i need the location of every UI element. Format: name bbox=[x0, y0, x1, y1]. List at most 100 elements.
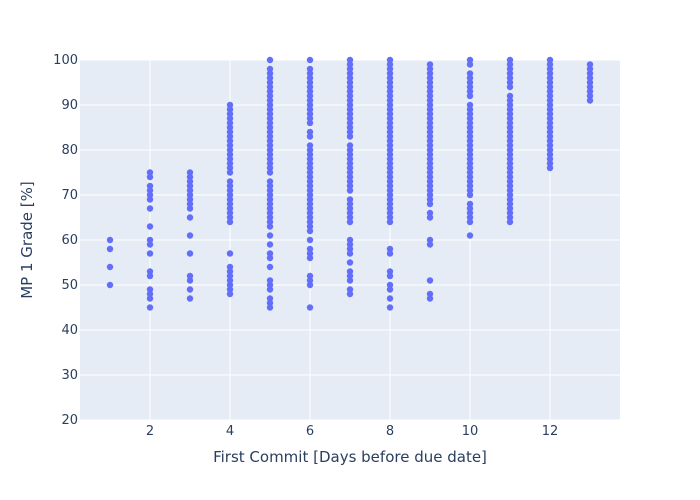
scatter-point bbox=[346, 83, 354, 91]
scatter-point bbox=[426, 209, 434, 217]
scatter-point bbox=[426, 173, 434, 181]
scatter-point bbox=[306, 119, 314, 127]
scatter-point bbox=[506, 169, 514, 176]
scatter-point bbox=[466, 182, 474, 190]
scatter-point bbox=[466, 173, 474, 181]
scatter-point bbox=[226, 133, 234, 140]
scatter-point bbox=[346, 277, 354, 284]
scatter-point bbox=[266, 142, 274, 149]
scatter-point bbox=[386, 214, 394, 221]
scatter-point bbox=[466, 70, 474, 77]
scatter-point bbox=[346, 119, 354, 127]
scatter-point bbox=[306, 106, 314, 113]
y-tick-label: 40 bbox=[61, 323, 78, 338]
scatter-point bbox=[306, 115, 314, 122]
scatter-point bbox=[386, 83, 394, 91]
x-tick-label: 4 bbox=[226, 424, 234, 439]
scatter-point bbox=[146, 173, 154, 181]
scatter-point bbox=[506, 151, 514, 158]
scatter-point bbox=[426, 277, 434, 284]
scatter-point bbox=[546, 92, 554, 100]
scatter-point bbox=[146, 196, 154, 203]
scatter-point bbox=[546, 101, 554, 109]
scatter-point bbox=[426, 200, 434, 208]
scatter-point bbox=[546, 65, 554, 73]
scatter-point bbox=[266, 223, 274, 230]
scatter-point bbox=[386, 106, 394, 113]
scatter-point bbox=[346, 182, 354, 190]
scatter-point bbox=[266, 178, 274, 185]
scatter-point bbox=[266, 254, 274, 262]
scatter-point bbox=[306, 88, 314, 95]
scatter-point bbox=[346, 79, 354, 86]
scatter-point bbox=[466, 191, 474, 199]
y-tick-label: 90 bbox=[61, 98, 78, 113]
scatter-point bbox=[226, 182, 234, 190]
scatter-point bbox=[346, 259, 354, 266]
scatter-point bbox=[506, 196, 514, 203]
scatter-point bbox=[346, 169, 354, 176]
x-tick-label: 12 bbox=[542, 424, 559, 439]
scatter-point bbox=[506, 97, 514, 104]
scatter-point bbox=[266, 83, 274, 91]
scatter-point bbox=[426, 119, 434, 127]
y-tick-label: 30 bbox=[61, 368, 78, 383]
scatter-point bbox=[386, 146, 394, 154]
scatter-point bbox=[226, 191, 234, 199]
scatter-point bbox=[506, 79, 514, 86]
scatter-point bbox=[186, 277, 194, 284]
scatter-point bbox=[186, 232, 194, 239]
scatter-point bbox=[306, 92, 314, 100]
scatter-point bbox=[266, 205, 274, 212]
scatter-point bbox=[146, 236, 154, 244]
scatter-point bbox=[346, 115, 354, 122]
scatter-point bbox=[346, 88, 354, 95]
scatter-point bbox=[506, 115, 514, 122]
scatter-point bbox=[146, 250, 154, 257]
x-axis-title: First Commit [Days before due date] bbox=[213, 448, 487, 466]
scatter-point bbox=[546, 61, 554, 68]
scatter-point bbox=[346, 61, 354, 68]
scatter-point bbox=[346, 268, 354, 275]
scatter-point bbox=[426, 191, 434, 199]
scatter-point bbox=[226, 178, 234, 185]
scatter-point bbox=[386, 191, 394, 199]
scatter-point bbox=[346, 178, 354, 185]
scatter-point bbox=[426, 241, 434, 248]
scatter-point bbox=[546, 155, 554, 163]
scatter-point bbox=[506, 56, 514, 64]
scatter-point bbox=[186, 200, 194, 208]
scatter-point bbox=[226, 263, 234, 271]
scatter-point bbox=[386, 196, 394, 203]
scatter-point bbox=[106, 245, 114, 253]
scatter-point bbox=[146, 272, 154, 280]
scatter-point bbox=[466, 151, 474, 158]
scatter-point bbox=[506, 119, 514, 127]
scatter-point bbox=[426, 169, 434, 176]
scatter-point bbox=[186, 178, 194, 185]
scatter-point bbox=[386, 128, 394, 136]
scatter-point bbox=[386, 142, 394, 149]
scatter-point bbox=[466, 74, 474, 82]
scatter-point bbox=[506, 178, 514, 185]
scatter-point bbox=[346, 241, 354, 248]
scatter-point bbox=[306, 56, 314, 64]
scatter-point bbox=[226, 272, 234, 280]
scatter-point bbox=[466, 209, 474, 217]
scatter-point bbox=[146, 182, 154, 190]
scatter-point bbox=[586, 61, 594, 68]
scatter-point bbox=[306, 214, 314, 221]
x-tick-label: 10 bbox=[462, 424, 479, 439]
scatter-point bbox=[426, 151, 434, 158]
scatter-point bbox=[386, 205, 394, 212]
scatter-point bbox=[346, 106, 354, 113]
scatter-point bbox=[426, 214, 434, 221]
scatter-point bbox=[466, 214, 474, 221]
scatter-point bbox=[546, 70, 554, 77]
scatter-point bbox=[506, 142, 514, 149]
scatter-point bbox=[226, 164, 234, 172]
scatter-point bbox=[426, 124, 434, 131]
scatter-point bbox=[306, 151, 314, 158]
scatter-point bbox=[466, 164, 474, 172]
scatter-point bbox=[266, 250, 274, 257]
